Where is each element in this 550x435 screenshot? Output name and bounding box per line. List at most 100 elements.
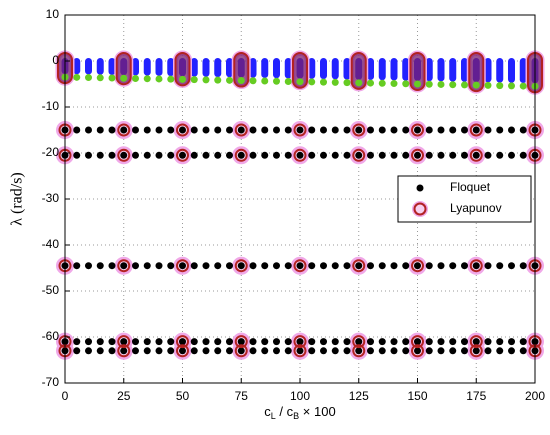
floquet-point bbox=[202, 262, 210, 270]
floquet-point bbox=[214, 126, 222, 134]
green-dot bbox=[179, 75, 186, 83]
floquet-point bbox=[249, 347, 257, 355]
floquet-point bbox=[414, 338, 421, 346]
floquet-point bbox=[343, 338, 351, 346]
floquet-point bbox=[273, 338, 280, 346]
lyapunov-capsule bbox=[174, 52, 191, 87]
floquet-band bbox=[449, 58, 457, 82]
floquet-band bbox=[402, 58, 410, 81]
lyapunov-capsule bbox=[409, 52, 426, 91]
floquet-point bbox=[437, 262, 445, 270]
green-dot bbox=[85, 74, 92, 82]
y-tick-label: -30 bbox=[42, 191, 60, 205]
floquet-band bbox=[249, 58, 257, 78]
green-dot bbox=[425, 80, 433, 88]
lyapunov-point bbox=[352, 123, 366, 137]
floquet-point bbox=[120, 126, 128, 134]
legend-label: Lyapunov bbox=[450, 201, 502, 215]
floquet-point bbox=[472, 262, 480, 270]
floquet-band bbox=[96, 58, 104, 75]
floquet-point bbox=[378, 126, 386, 134]
floquet-point bbox=[320, 338, 327, 346]
floquet-point bbox=[367, 347, 374, 355]
floquet-point bbox=[214, 338, 222, 346]
floquet-point bbox=[496, 126, 504, 134]
floquet-point bbox=[402, 262, 410, 270]
floquet-point bbox=[120, 262, 128, 270]
floquet-point bbox=[296, 347, 304, 355]
floquet-point bbox=[449, 151, 457, 159]
floquet-point bbox=[378, 262, 386, 270]
floquet-point bbox=[390, 126, 398, 134]
floquet-point bbox=[484, 126, 492, 134]
green-dot bbox=[143, 75, 151, 83]
floquet-point bbox=[143, 347, 151, 355]
floquet-point bbox=[202, 347, 210, 355]
floquet-point bbox=[179, 347, 186, 355]
y-axis-label: λ (rad/s) bbox=[9, 172, 26, 226]
floquet-point bbox=[461, 347, 468, 355]
floquet-point bbox=[402, 347, 410, 355]
floquet-point bbox=[73, 347, 81, 355]
lyapunov-point bbox=[293, 123, 307, 137]
floquet-point bbox=[484, 347, 492, 355]
floquet-point bbox=[273, 347, 280, 355]
floquet-point bbox=[496, 151, 504, 159]
lyapunov-capsule bbox=[350, 52, 367, 90]
floquet-point bbox=[425, 126, 433, 134]
floquet-point bbox=[96, 347, 104, 355]
lyapunov-point bbox=[117, 123, 131, 137]
legend-marker bbox=[413, 202, 427, 216]
floquet-band bbox=[378, 58, 386, 81]
floquet-point bbox=[179, 151, 186, 159]
floquet-point bbox=[496, 338, 504, 346]
floquet-band bbox=[484, 58, 492, 83]
floquet-point bbox=[284, 347, 292, 355]
floquet-point bbox=[449, 262, 457, 270]
floquet-point bbox=[179, 262, 186, 270]
green-dot bbox=[484, 81, 492, 89]
floquet-point bbox=[367, 126, 374, 134]
lyapunov-capsule bbox=[115, 52, 132, 86]
floquet-point bbox=[414, 126, 421, 134]
floquet-point bbox=[472, 126, 480, 134]
lyapunov-point bbox=[411, 148, 424, 162]
floquet-point bbox=[108, 338, 116, 346]
floquet-point bbox=[108, 347, 116, 355]
floquet-point bbox=[132, 338, 139, 346]
floquet-point bbox=[461, 262, 468, 270]
floquet-point bbox=[155, 151, 163, 159]
y-tick-label: -60 bbox=[42, 329, 60, 343]
floquet-point bbox=[226, 262, 233, 270]
floquet-point bbox=[343, 262, 351, 270]
green-dot bbox=[167, 75, 175, 83]
floquet-point bbox=[320, 262, 327, 270]
lyapunov-point bbox=[234, 335, 248, 349]
floquet-point bbox=[167, 151, 175, 159]
lyapunov-point bbox=[234, 344, 248, 358]
floquet-point bbox=[85, 338, 92, 346]
floquet-point bbox=[214, 347, 222, 355]
floquet-point bbox=[273, 126, 280, 134]
floquet-point bbox=[402, 126, 410, 134]
green-dot bbox=[214, 76, 222, 84]
floquet-point bbox=[484, 338, 492, 346]
floquet-point bbox=[214, 262, 222, 270]
lyapunov-point bbox=[352, 259, 366, 273]
floquet-point bbox=[214, 151, 222, 159]
floquet-band bbox=[202, 58, 210, 77]
floquet-point bbox=[226, 151, 233, 159]
floquet-point bbox=[143, 151, 151, 159]
floquet-point bbox=[308, 262, 316, 270]
floquet-point bbox=[331, 347, 339, 355]
floquet-point bbox=[73, 126, 81, 134]
floquet-point bbox=[414, 151, 421, 159]
floquet-point bbox=[120, 338, 128, 346]
green-dot bbox=[461, 81, 468, 89]
floquet-point bbox=[519, 347, 527, 355]
floquet-point bbox=[249, 151, 257, 159]
floquet-point bbox=[190, 151, 198, 159]
green-dot bbox=[296, 78, 304, 86]
floquet-point bbox=[155, 126, 163, 134]
floquet-point bbox=[226, 347, 233, 355]
